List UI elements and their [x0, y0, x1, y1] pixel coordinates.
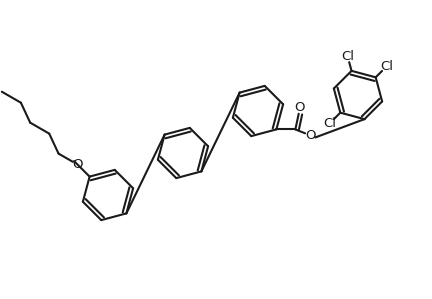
Text: Cl: Cl [380, 60, 393, 73]
Text: Cl: Cl [341, 50, 354, 63]
Text: O: O [72, 158, 83, 171]
Text: O: O [305, 129, 315, 142]
Text: Cl: Cl [323, 117, 336, 130]
Text: O: O [295, 101, 305, 114]
